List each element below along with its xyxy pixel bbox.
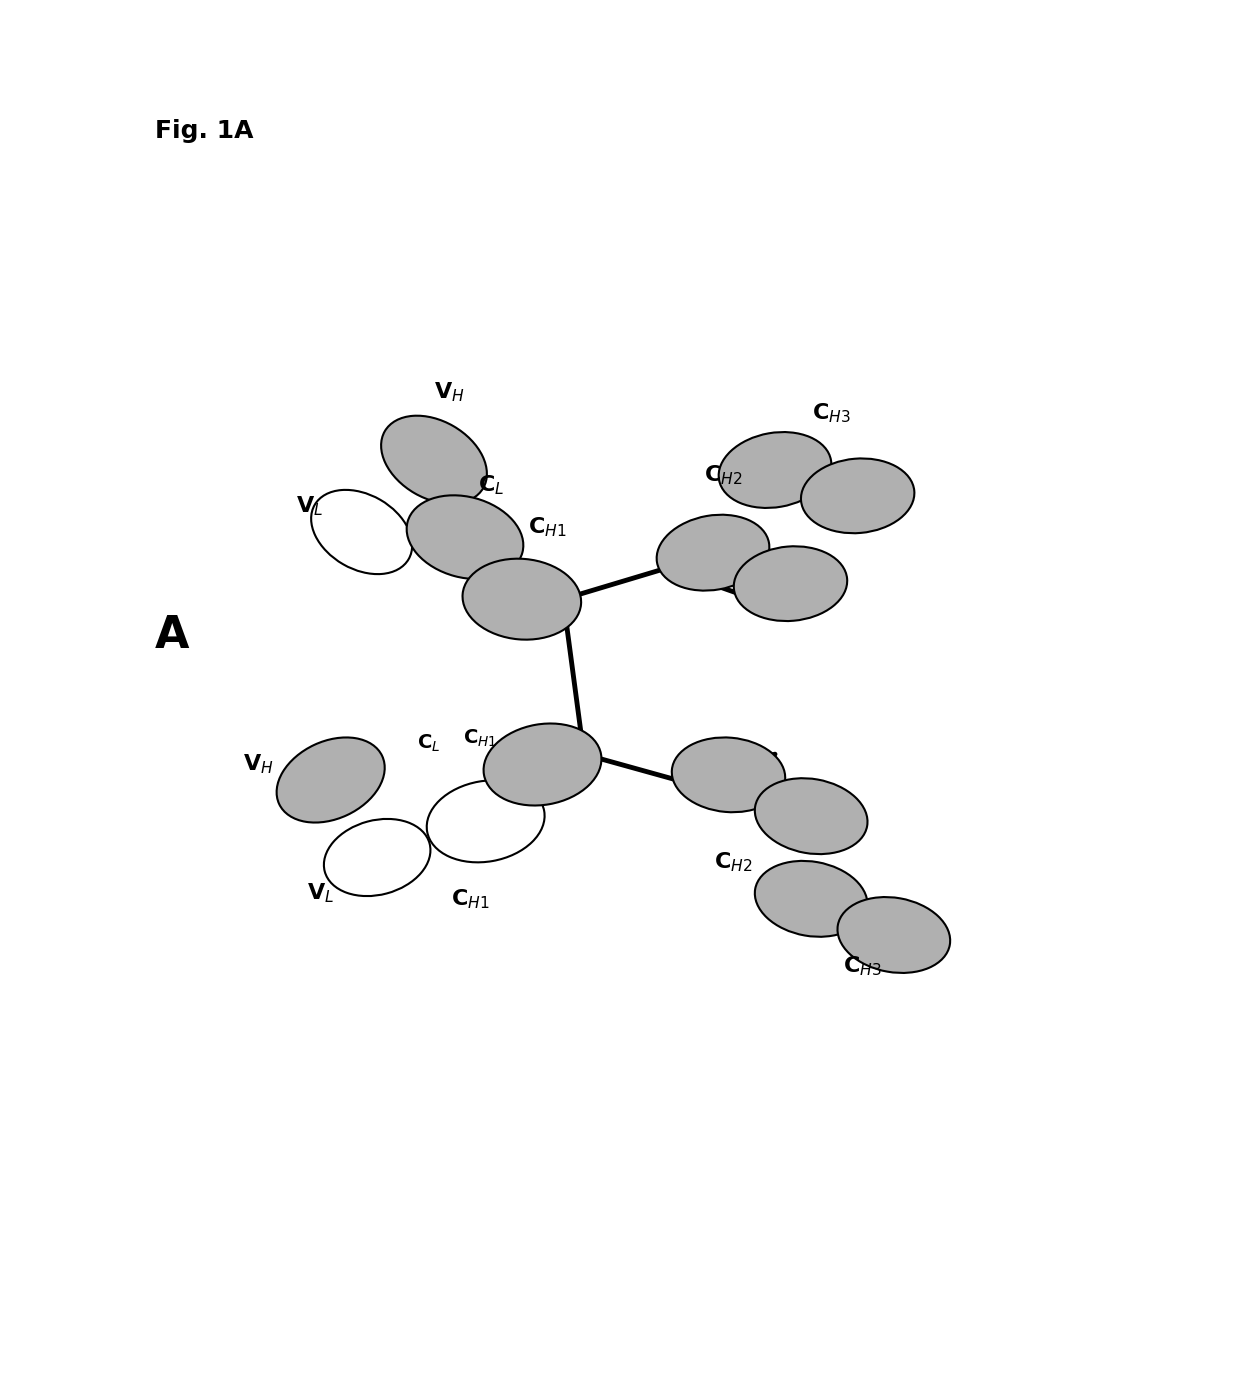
Ellipse shape xyxy=(657,515,769,591)
Ellipse shape xyxy=(755,778,868,855)
Text: C$_L$: C$_L$ xyxy=(477,474,503,497)
Ellipse shape xyxy=(719,431,831,508)
Ellipse shape xyxy=(837,897,950,973)
Text: C$_L$: C$_L$ xyxy=(417,734,440,754)
Ellipse shape xyxy=(311,491,412,574)
Text: V$_H$: V$_H$ xyxy=(243,753,274,776)
Ellipse shape xyxy=(324,819,430,896)
Ellipse shape xyxy=(427,780,544,863)
Text: C$_{H3}$: C$_{H3}$ xyxy=(843,954,882,978)
Text: A: A xyxy=(155,614,190,657)
Text: C$_{H1}$: C$_{H1}$ xyxy=(528,515,567,539)
Ellipse shape xyxy=(407,495,523,578)
Text: Fig. 1A: Fig. 1A xyxy=(155,118,253,143)
Text: C$_{H1}$: C$_{H1}$ xyxy=(451,888,490,911)
Ellipse shape xyxy=(801,459,914,533)
Ellipse shape xyxy=(381,416,487,504)
Text: V$_L$: V$_L$ xyxy=(296,495,324,518)
Text: C$_{H2}$: C$_{H2}$ xyxy=(704,463,743,486)
Ellipse shape xyxy=(734,547,847,621)
Ellipse shape xyxy=(672,738,785,812)
Text: C$_{H3}$: C$_{H3}$ xyxy=(812,401,851,425)
Text: C$_{H2}$: C$_{H2}$ xyxy=(714,851,753,874)
Text: C$_{H1}$: C$_{H1}$ xyxy=(464,728,497,749)
Ellipse shape xyxy=(277,738,384,823)
Ellipse shape xyxy=(755,861,868,937)
Ellipse shape xyxy=(463,559,582,640)
Text: V$_H$: V$_H$ xyxy=(434,381,465,404)
Text: V$_L$: V$_L$ xyxy=(306,882,334,905)
Ellipse shape xyxy=(484,724,601,805)
